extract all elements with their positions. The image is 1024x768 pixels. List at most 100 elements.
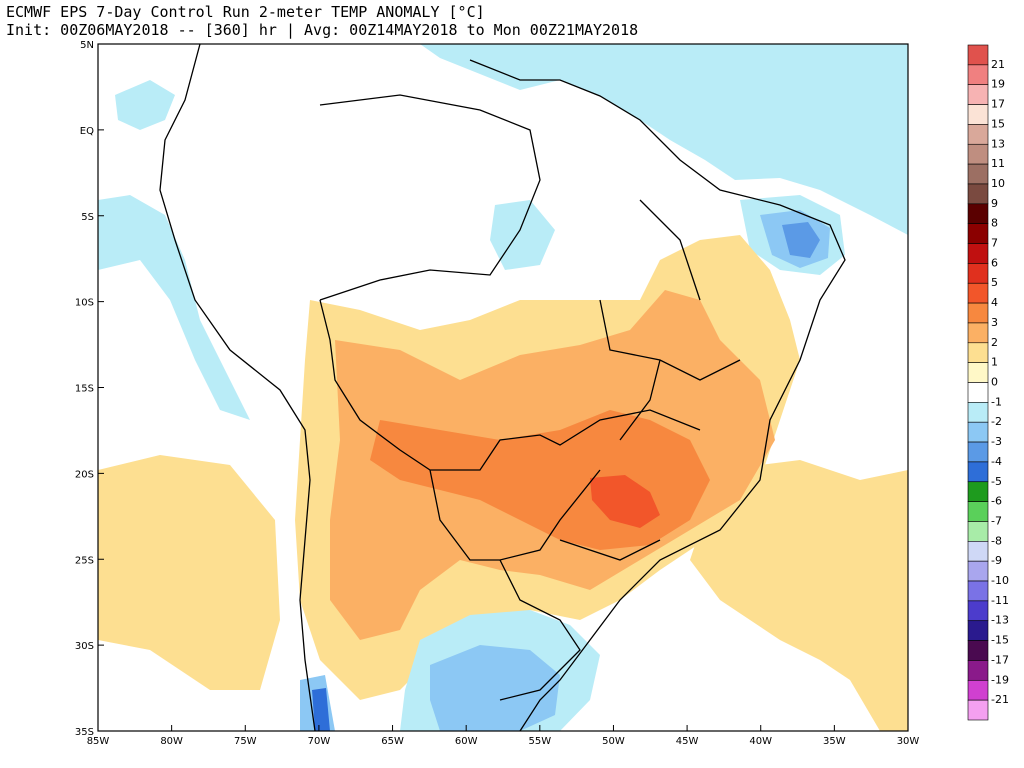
- legend-label: -9: [991, 554, 1002, 567]
- legend-swatch: [967, 203, 989, 224]
- legend-swatch: [967, 322, 989, 344]
- legend-swatch: [967, 699, 989, 721]
- warm-region-south-atlantic: [690, 460, 908, 731]
- cool-region-pacific-north: [115, 80, 175, 130]
- coastline-west: [159, 44, 316, 731]
- lon-label: 45W: [676, 736, 699, 747]
- legend-label: -11: [991, 594, 1009, 607]
- border-amazon-north: [319, 94, 541, 301]
- lon-label: 65W: [381, 736, 404, 747]
- legend-label: -5: [991, 475, 1002, 488]
- cool-region-north-atlantic: [420, 44, 908, 235]
- lat-label: 5N: [80, 40, 94, 51]
- longitude-axis: 85W 80W 75W 70W 65W 60W 55W 50W 45W 40W 35W 30W: [87, 725, 920, 747]
- cool-region-amazon: [490, 200, 555, 270]
- anomaly-fill-layer: [98, 44, 908, 731]
- lon-label: 50W: [602, 736, 625, 747]
- legend-swatch: [967, 263, 989, 284]
- lat-label: 20S: [75, 469, 94, 480]
- legend-label: 11: [991, 157, 1005, 170]
- legend-swatch: [967, 302, 989, 324]
- legend-swatch: [967, 501, 989, 522]
- legend-swatch: [967, 461, 989, 483]
- legend-label: 13: [991, 137, 1005, 150]
- cool-center-northeast: [782, 222, 820, 258]
- legend-label: 2: [991, 336, 998, 349]
- legend-swatch: [967, 282, 989, 304]
- legend-swatch: [967, 44, 989, 66]
- legend-label: 4: [991, 296, 998, 309]
- legend-swatch: [967, 660, 989, 681]
- lat-label: 10S: [75, 298, 94, 309]
- legend-swatch: [967, 84, 989, 105]
- legend-label: 19: [991, 78, 1005, 91]
- legend-label: 7: [991, 237, 998, 250]
- legend-label: -19: [991, 673, 1009, 686]
- legend-swatch: [967, 183, 989, 205]
- legend-label: 3: [991, 316, 998, 329]
- legend-label: 10: [991, 177, 1005, 190]
- legend-swatch: [967, 402, 989, 423]
- legend-swatch: [967, 620, 989, 641]
- legend-swatch: [967, 481, 989, 502]
- border-southern: [499, 559, 581, 701]
- lat-label: 35S: [75, 727, 94, 738]
- coastline-east: [469, 59, 846, 731]
- legend-label: -6: [991, 495, 1002, 508]
- lat-label: 30S: [75, 641, 94, 652]
- legend-label: -2: [991, 415, 1002, 428]
- border-states: [559, 199, 741, 561]
- lon-label: 70W: [308, 736, 331, 747]
- lon-label: 60W: [455, 736, 478, 747]
- lon-label: 75W: [234, 736, 257, 747]
- legend-swatch: [967, 243, 989, 264]
- legend-label: -4: [991, 455, 1002, 468]
- legend-swatch: [967, 223, 989, 244]
- legend-label: 17: [991, 98, 1005, 111]
- lat-label: 25S: [75, 555, 94, 566]
- borders-layer: [159, 44, 846, 731]
- legend-swatch: [967, 441, 989, 463]
- map-subtitle: Init: 00Z06MAY2018 -- [360] hr | Avg: 00…: [6, 21, 639, 39]
- legend-label: -1: [991, 395, 1002, 408]
- legend-label: -15: [991, 634, 1009, 647]
- latitude-axis: 5N EQ 5S 10S 15S 20S 25S 30S 35S: [75, 40, 104, 738]
- warm-region-east-pacific: [98, 455, 280, 690]
- legend-swatch: [967, 521, 989, 542]
- legend-colorbar: 211917151311109876543210-1-2-3-4-5-6-7-8…: [967, 44, 1009, 721]
- legend-label: -7: [991, 514, 1002, 527]
- legend-label: 15: [991, 117, 1005, 130]
- legend-label: -10: [991, 574, 1009, 587]
- lon-label: 35W: [823, 736, 846, 747]
- lon-label: 30W: [897, 736, 920, 747]
- legend-swatch: [967, 679, 989, 701]
- legend-label: 9: [991, 197, 998, 210]
- border-brazil-west: [319, 299, 701, 471]
- legend-label: -3: [991, 435, 1002, 448]
- legend-swatch: [967, 580, 989, 602]
- lat-label: 15S: [75, 384, 94, 395]
- cool-core-south: [430, 645, 560, 731]
- lat-label: 5S: [81, 212, 94, 223]
- legend-label: 6: [991, 256, 998, 269]
- legend-swatch: [967, 541, 989, 562]
- lon-label: 80W: [160, 736, 183, 747]
- legend-swatch: [967, 342, 989, 363]
- legend-label: -13: [991, 614, 1009, 627]
- legend-swatch: [967, 143, 989, 165]
- legend-swatch: [967, 104, 989, 125]
- cool-core-andes: [312, 688, 330, 731]
- legend-label: 5: [991, 276, 998, 289]
- map-title: ECMWF EPS 7-Day Control Run 2-meter TEMP…: [6, 3, 485, 21]
- legend-swatch: [967, 163, 989, 185]
- legend-swatch: [967, 640, 989, 661]
- legend-label: 0: [991, 376, 998, 389]
- legend-swatch: [967, 362, 989, 383]
- legend-swatch: [967, 64, 989, 86]
- legend-label: 1: [991, 356, 998, 369]
- legend-label: -21: [991, 693, 1009, 706]
- legend-swatch: [967, 421, 989, 443]
- legend-swatch: [967, 124, 989, 145]
- lon-label: 55W: [529, 736, 552, 747]
